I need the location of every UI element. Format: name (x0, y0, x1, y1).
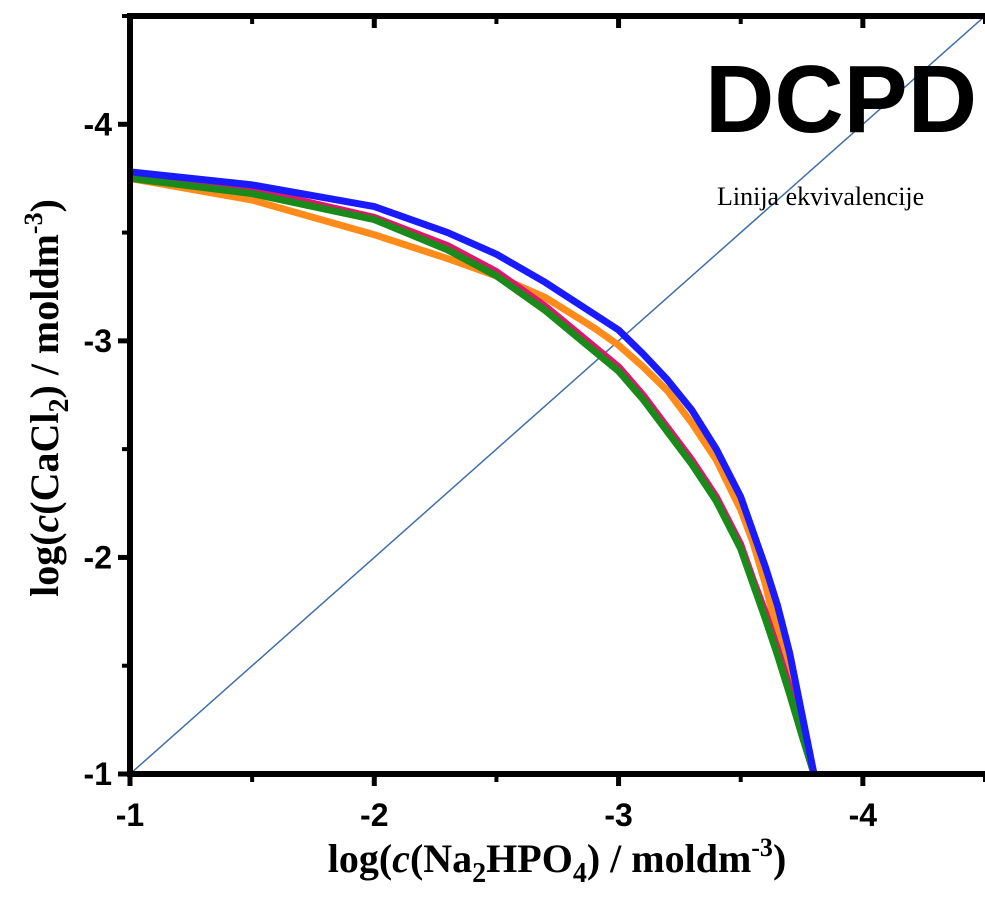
x-tick-label: -3 (604, 797, 632, 833)
series-line-4 (130, 168, 818, 774)
x-tick-label: -4 (849, 797, 878, 833)
y-axis-title: log(c(CaCl2) / moldm-3) (19, 199, 75, 597)
equivalence-line-label: Linija ekvivalencije (717, 182, 924, 211)
y-tick-label: -4 (84, 106, 113, 142)
equivalence-line (130, 16, 985, 774)
y-tick-label: -2 (84, 539, 112, 575)
y-tick-label: -3 (84, 323, 112, 359)
y-tick-label: -1 (84, 756, 112, 792)
x-tick-label: -2 (360, 797, 388, 833)
x-tick-label: -1 (116, 797, 144, 833)
series-line-3 (130, 174, 818, 774)
series-line-1 (130, 174, 818, 774)
x-axis-title: log(c(Na2HPO4) / moldm-3) (328, 833, 787, 889)
chart-title: DCPD (705, 46, 977, 153)
